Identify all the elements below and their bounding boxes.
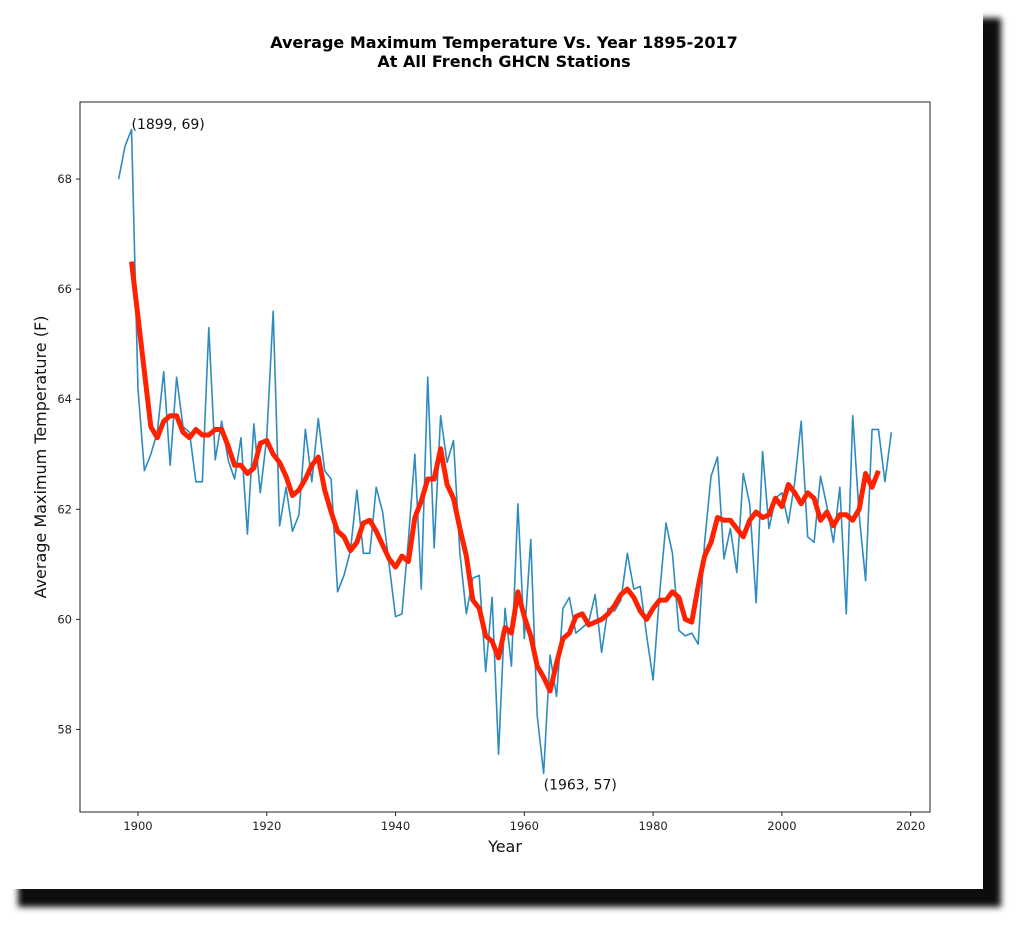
x-tick-label: 1940: [381, 819, 410, 833]
series-line-annual: [117, 128, 893, 775]
point-annotation: (1963, 57): [544, 777, 617, 793]
y-tick-label: 60: [57, 612, 72, 626]
x-tick-label: 1960: [510, 819, 539, 833]
plot-frame: [79, 101, 931, 813]
series-layer: [117, 128, 893, 775]
x-tick-label: 1920: [252, 819, 281, 833]
y-tick-label: 66: [57, 282, 72, 296]
x-tick-label: 2020: [896, 819, 925, 833]
annotation-layer: (1899, 69) (1963, 57): [132, 117, 617, 793]
x-tick-label: 1900: [123, 819, 152, 833]
y-tick-label: 62: [57, 502, 72, 516]
y-axis: 58 60 62 64 66 68: [57, 172, 80, 736]
point-annotation: (1899, 69): [132, 117, 205, 133]
x-tick-label: 1980: [638, 819, 667, 833]
x-axis: 1900 1920 1940 1960 1980 2000 2020: [123, 812, 925, 833]
series-line-moving-average: [129, 261, 881, 694]
y-tick-label: 64: [57, 392, 72, 406]
x-axis-label: Year: [487, 837, 522, 856]
chart-title: Average Maximum Temperature Vs. Year 189…: [270, 33, 738, 52]
y-tick-label: 58: [57, 722, 72, 736]
chart-panel: [0, 0, 983, 889]
y-axis-label: Average Maximum Temperature (F): [31, 316, 50, 599]
chart-subtitle: At All French GHCN Stations: [377, 52, 630, 71]
x-tick-label: 2000: [767, 819, 796, 833]
y-tick-label: 68: [57, 172, 72, 186]
